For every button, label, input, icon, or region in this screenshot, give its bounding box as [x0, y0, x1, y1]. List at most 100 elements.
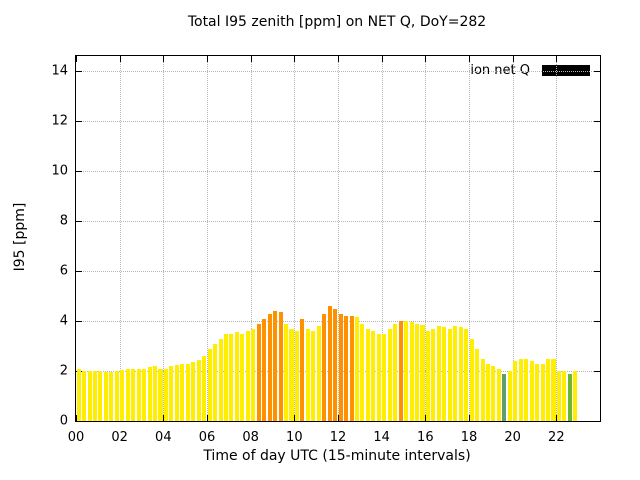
gridline-vertical	[469, 56, 470, 421]
x-tick-mark	[512, 56, 514, 62]
bar	[507, 371, 512, 421]
bar	[213, 343, 218, 421]
bar	[420, 324, 425, 421]
bar	[311, 331, 316, 421]
bar	[404, 321, 409, 421]
x-tick-mark	[163, 56, 165, 62]
x-tick-mark	[469, 56, 470, 62]
bar	[82, 371, 87, 421]
bar	[464, 328, 469, 421]
plot-area: ion net Q 00 02 04 06 08 10 12 14 16 18 20 22 0 2 4 6 8 1…	[51, 55, 601, 445]
bar	[398, 321, 403, 421]
bar	[267, 313, 272, 421]
bar	[294, 331, 299, 421]
y-tick-label: 6	[59, 263, 68, 279]
x-tick-mark	[338, 56, 339, 62]
bar	[573, 371, 578, 421]
bar	[196, 359, 201, 421]
y-tick-label: 14	[51, 63, 68, 79]
bar	[485, 363, 491, 421]
bar	[202, 356, 207, 421]
bar	[551, 358, 556, 421]
bar	[278, 312, 283, 421]
bar	[262, 318, 267, 421]
bar	[131, 368, 136, 421]
y-tick-mark	[76, 220, 82, 222]
bar	[125, 368, 130, 421]
gridline-horizontal	[76, 71, 600, 72]
x-tick-label: 18	[460, 430, 478, 445]
gridline-vertical	[512, 56, 514, 421]
bar	[305, 328, 310, 421]
bar	[496, 368, 501, 421]
x-tick-label: 04	[155, 430, 172, 445]
bar	[524, 358, 529, 421]
bar	[480, 358, 485, 421]
bar	[540, 363, 545, 421]
bar	[92, 371, 98, 421]
gridline-horizontal	[76, 221, 600, 222]
bar	[256, 323, 261, 421]
x-tick-mark	[556, 56, 558, 62]
x-tick-mark	[119, 415, 121, 421]
y-axis-label: I95 [ppm]	[12, 202, 28, 272]
y-tick-mark	[594, 320, 600, 322]
bar	[436, 326, 441, 421]
bar	[169, 366, 174, 421]
bar	[120, 369, 125, 421]
y-tick-mark	[594, 270, 600, 272]
x-tick-mark	[381, 56, 383, 62]
gridline-vertical	[207, 56, 208, 421]
x-tick-mark	[294, 415, 296, 421]
bar	[136, 368, 141, 421]
x-tick-mark	[76, 415, 77, 421]
bar	[316, 326, 321, 421]
bar	[98, 371, 103, 421]
x-tick-mark	[425, 56, 427, 62]
y-tick-mark	[76, 320, 82, 322]
gridline-vertical	[294, 56, 296, 421]
y-tick-mark	[594, 220, 600, 222]
legend-label: ion net Q	[470, 63, 530, 78]
bar	[382, 333, 387, 421]
bar	[109, 372, 114, 421]
y-tick-mark	[76, 70, 82, 72]
x-tick-label: 00	[67, 430, 85, 445]
y-tick-mark	[594, 70, 600, 72]
bar	[333, 308, 338, 421]
y-tick-mark	[594, 420, 600, 422]
bar	[191, 362, 196, 421]
bar	[502, 373, 507, 421]
bar	[469, 338, 474, 421]
x-tick-label: 06	[198, 430, 216, 445]
bar	[153, 366, 158, 421]
bar	[87, 371, 92, 421]
bar	[546, 358, 551, 421]
y-tick-mark	[76, 420, 82, 422]
bar	[491, 366, 496, 421]
bar	[158, 368, 163, 421]
y-tick-label: 10	[51, 163, 68, 179]
gridline-horizontal	[76, 371, 600, 372]
bar	[349, 316, 354, 421]
bar	[218, 338, 223, 421]
gridline-vertical	[250, 56, 252, 421]
bar	[344, 316, 349, 421]
bar	[387, 328, 392, 421]
bar	[535, 363, 540, 421]
y-tick-label: 0	[59, 413, 68, 429]
y-tick-label: 8	[59, 213, 68, 229]
gridline-vertical	[338, 56, 339, 421]
y-tick-mark	[594, 170, 600, 172]
gridline-horizontal	[76, 121, 600, 122]
chart-title: Total I95 zenith [ppm] on NET Q, DoY=282	[187, 14, 487, 30]
x-tick-label: 16	[417, 430, 434, 445]
bar	[442, 327, 447, 421]
bar	[447, 328, 452, 421]
x-tick-mark	[556, 415, 558, 421]
legend-swatch	[542, 65, 590, 76]
legend: ion net Q	[470, 63, 590, 78]
y-tick-mark	[76, 120, 82, 122]
y-tick-label: 2	[59, 363, 68, 379]
